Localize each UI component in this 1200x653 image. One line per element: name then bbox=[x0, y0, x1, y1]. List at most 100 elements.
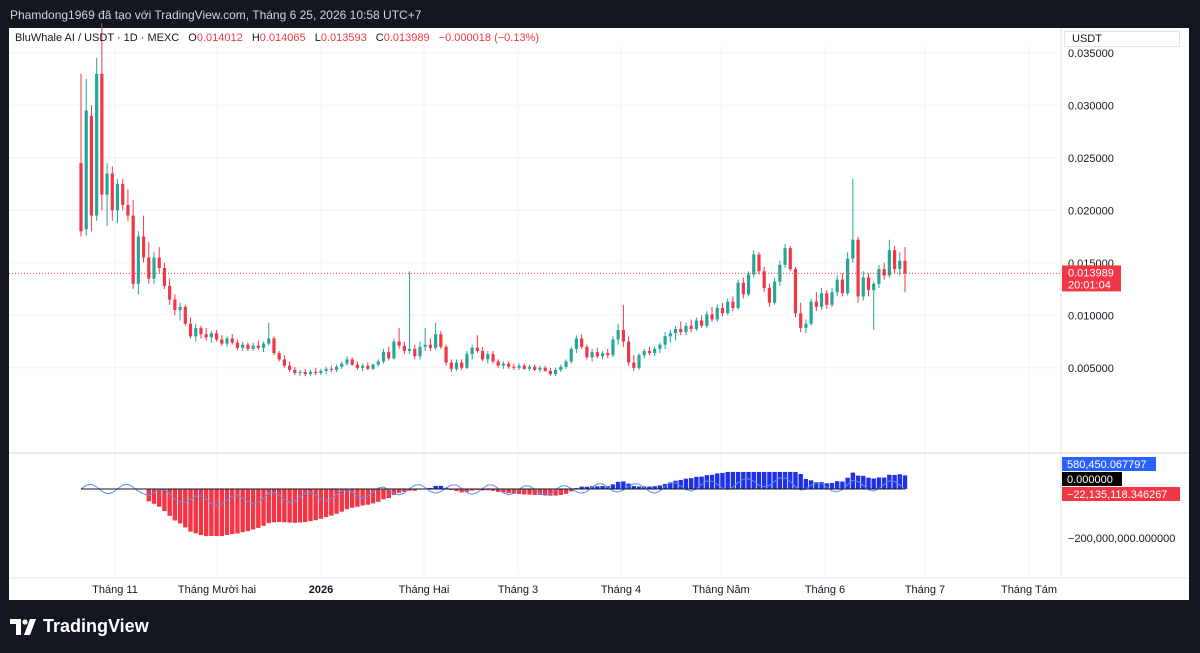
candle-body bbox=[423, 344, 427, 347]
candle-body bbox=[366, 365, 370, 369]
candle-body bbox=[288, 365, 292, 370]
histogram-bar bbox=[376, 489, 381, 502]
candle-body bbox=[736, 282, 740, 308]
histogram-bar bbox=[323, 489, 329, 518]
histogram-bar bbox=[412, 489, 417, 491]
candle-body bbox=[752, 254, 756, 275]
time-tick-label: Tháng Hai bbox=[399, 584, 450, 596]
candle-body bbox=[835, 279, 839, 293]
histogram-bar bbox=[782, 471, 788, 489]
candle-body bbox=[308, 372, 313, 375]
histogram-bar bbox=[151, 489, 157, 504]
histogram-bar bbox=[396, 489, 402, 493]
candle-body bbox=[486, 354, 490, 360]
candle-body bbox=[887, 250, 891, 276]
candle-body bbox=[141, 236, 146, 258]
histogram-bar bbox=[861, 475, 866, 489]
tradingview-logo[interactable]: TradingView bbox=[10, 616, 149, 637]
histogram-bar bbox=[490, 489, 496, 491]
histogram-bar bbox=[715, 473, 720, 489]
candle-body bbox=[689, 325, 693, 329]
candle-body bbox=[188, 323, 193, 337]
candle-body bbox=[183, 306, 187, 324]
histogram-bar bbox=[339, 489, 344, 512]
histogram-bar bbox=[177, 489, 183, 524]
indicator-value-badge bbox=[1062, 487, 1180, 501]
candle-body bbox=[767, 288, 772, 303]
last-price-label: 0.013989 bbox=[1068, 267, 1114, 279]
histogram-bar bbox=[297, 489, 303, 523]
histogram-bar bbox=[282, 489, 287, 523]
histogram-bar bbox=[172, 489, 178, 521]
histogram-bar bbox=[188, 489, 193, 532]
candle-body bbox=[136, 236, 140, 284]
chart-canvas[interactable]: 0.0350000.0300000.0250000.0200000.015000… bbox=[0, 0, 1200, 600]
histogram-bar bbox=[318, 489, 324, 519]
candle-body bbox=[340, 363, 344, 367]
candle-body bbox=[428, 344, 433, 348]
time-tick-label: Tháng Mười hai bbox=[178, 584, 256, 596]
candle-body bbox=[741, 282, 745, 295]
histogram-bar bbox=[558, 489, 563, 495]
histogram-bar bbox=[532, 489, 537, 495]
candle-body bbox=[512, 366, 516, 368]
histogram-bar bbox=[835, 481, 840, 489]
histogram-bar bbox=[407, 489, 412, 491]
histogram-bar bbox=[803, 478, 809, 489]
high-label: H bbox=[251, 32, 260, 44]
candle-body bbox=[793, 269, 798, 314]
histogram-bar bbox=[485, 489, 490, 491]
histogram-bar bbox=[876, 477, 882, 489]
candle-body bbox=[147, 257, 151, 279]
candle-body bbox=[877, 269, 881, 284]
histogram-bar bbox=[746, 471, 751, 489]
candle-body bbox=[882, 269, 886, 276]
candle-body bbox=[225, 338, 229, 344]
histogram-bar bbox=[704, 475, 710, 489]
candle-body bbox=[350, 359, 354, 365]
histogram-bar bbox=[751, 471, 756, 489]
histogram-bar bbox=[365, 489, 371, 505]
candle-body bbox=[501, 363, 506, 366]
histogram-bar bbox=[668, 482, 673, 489]
histogram-bar bbox=[621, 481, 626, 489]
histogram-bar bbox=[360, 489, 365, 506]
candle-body bbox=[595, 352, 599, 357]
price-tick-label: 0.025000 bbox=[1068, 153, 1114, 165]
candle-body bbox=[720, 307, 725, 314]
candle-body bbox=[272, 338, 276, 354]
histogram-bar bbox=[819, 481, 824, 489]
histogram-bar bbox=[673, 480, 678, 489]
candle-body bbox=[569, 348, 573, 362]
histogram-bar bbox=[454, 489, 459, 492]
candle-body bbox=[731, 301, 735, 308]
histogram-bar bbox=[720, 472, 725, 489]
histogram-bar bbox=[631, 486, 637, 489]
histogram-bar bbox=[198, 489, 204, 535]
candle-body bbox=[898, 260, 902, 270]
candle-body bbox=[324, 368, 328, 371]
candle-body bbox=[84, 110, 88, 230]
histogram-bar bbox=[157, 489, 162, 507]
histogram-bar bbox=[887, 474, 892, 489]
candle-body bbox=[105, 173, 109, 195]
candle-body bbox=[480, 351, 485, 360]
candle-body bbox=[204, 334, 208, 338]
candle-body bbox=[470, 347, 474, 355]
histogram-bar bbox=[688, 478, 694, 489]
candle-body bbox=[574, 338, 579, 349]
candle-body bbox=[647, 351, 652, 354]
histogram-bar bbox=[193, 489, 198, 534]
candle-body bbox=[668, 333, 672, 337]
histogram-bar bbox=[840, 481, 845, 489]
histogram-bar bbox=[219, 489, 225, 537]
low-value: 0.013593 bbox=[320, 32, 367, 44]
currency-unit-button[interactable]: USDT bbox=[1064, 31, 1180, 47]
histogram-bar bbox=[261, 489, 266, 526]
candle-body bbox=[840, 279, 845, 294]
candle-body bbox=[507, 363, 511, 367]
candle-body bbox=[600, 353, 605, 357]
histogram-bar bbox=[230, 489, 235, 535]
histogram-bar bbox=[391, 489, 397, 495]
histogram-bar bbox=[438, 485, 444, 489]
